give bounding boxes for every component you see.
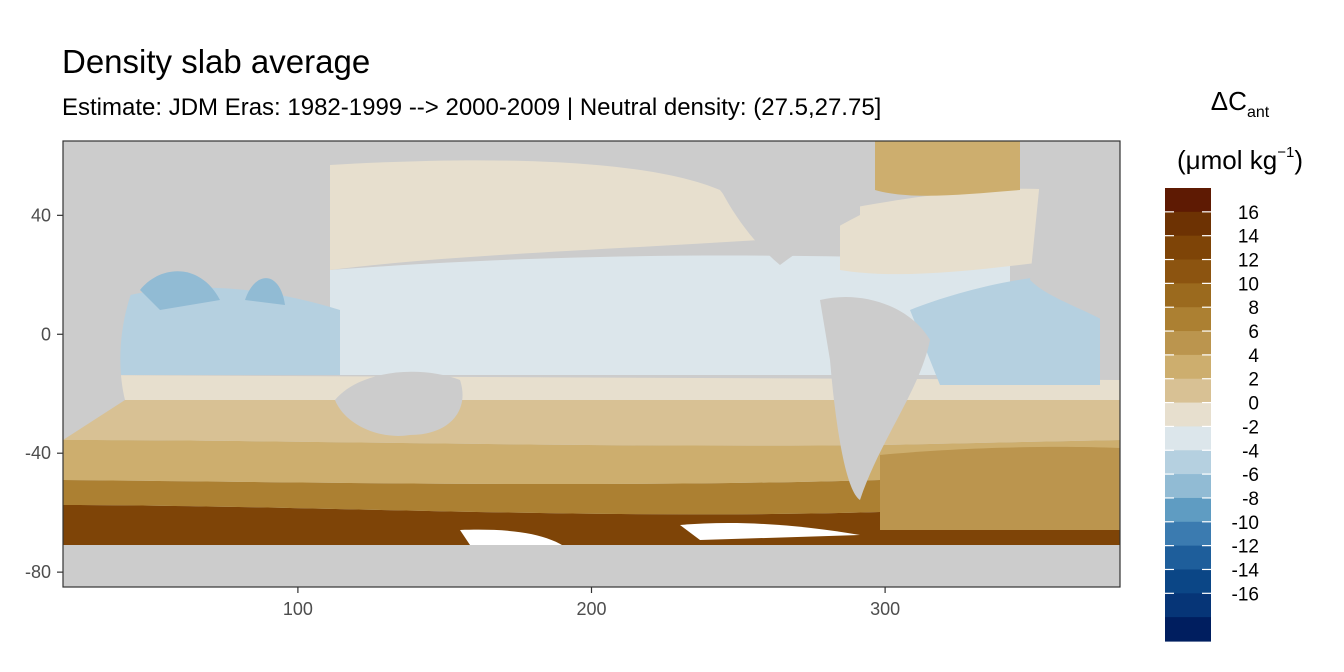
legend-color-step — [1165, 378, 1211, 404]
south-subtropical-band — [63, 395, 1120, 446]
legend-break-label: 16 — [1238, 203, 1259, 224]
legend-color-step — [1165, 497, 1211, 523]
legend-color-step — [1165, 188, 1211, 213]
legend-color-step — [1165, 617, 1211, 642]
legend-break-label: 14 — [1238, 227, 1260, 248]
north-america-land — [700, 141, 860, 265]
y-tick-label: 0 — [41, 324, 51, 344]
legend-color-step — [1165, 545, 1211, 571]
legend-break-label: -2 — [1242, 417, 1259, 438]
legend-color-step — [1165, 259, 1211, 284]
legend-break-label: 8 — [1248, 298, 1259, 319]
antarctic-ice-shelf-east — [680, 523, 860, 540]
legend-color-step — [1165, 593, 1211, 618]
x-tick-label: 200 — [576, 599, 606, 619]
legend-break-label: -12 — [1232, 537, 1259, 558]
legend-color-step — [1165, 354, 1211, 380]
legend-break-label: -16 — [1232, 584, 1259, 605]
australia-land — [335, 371, 463, 436]
legend-color-step — [1165, 283, 1211, 308]
legend-color-step — [1165, 307, 1211, 332]
legend-color-step — [1165, 569, 1211, 594]
legend-break-label: -8 — [1242, 489, 1259, 510]
legend-break-label: 12 — [1238, 251, 1259, 272]
tropical-atlantic — [910, 274, 1100, 385]
tropical-indian-ocean — [63, 287, 340, 375]
south-america-land — [820, 296, 930, 500]
legend-break-label: -10 — [1232, 513, 1259, 534]
y-tick-label: -80 — [25, 562, 51, 582]
x-tick-label: 300 — [870, 599, 900, 619]
south-atlantic — [880, 446, 1120, 530]
chart-subtitle: Estimate: JDM Eras: 1982-1999 --> 2000-2… — [62, 94, 882, 121]
ocean-field — [63, 141, 1120, 587]
legend-break-label: 0 — [1248, 394, 1259, 415]
legend-unit: (μmol kg−1) — [1177, 144, 1303, 175]
y-tick-label: -40 — [25, 443, 51, 463]
legend-color-step — [1165, 426, 1211, 451]
legend-break-label: -6 — [1242, 465, 1259, 486]
africa-land — [63, 141, 330, 440]
north-pacific — [330, 160, 760, 270]
legend-title: ΔCant — [1210, 86, 1270, 121]
legend-break-label: -14 — [1232, 560, 1260, 581]
europe-land — [1030, 160, 1120, 330]
legend-color-step — [1165, 331, 1211, 356]
legend-color-step — [1165, 235, 1211, 261]
north-atlantic — [840, 188, 1060, 275]
north-atlantic-subpolar — [875, 141, 1020, 196]
arabian-sea — [140, 271, 220, 310]
bay-of-bengal — [245, 278, 285, 305]
antarctica-land — [63, 545, 1120, 587]
legend-break-label: -4 — [1242, 441, 1259, 462]
chart-title: Density slab average — [62, 43, 371, 80]
legend-color-step — [1165, 474, 1211, 499]
legend-color-step — [1165, 402, 1211, 428]
legend-color-step — [1165, 450, 1211, 475]
legend-break-label: 10 — [1238, 274, 1259, 295]
y-tick-label: 40 — [31, 205, 51, 225]
x-tick-label: 100 — [283, 599, 313, 619]
legend-break-label: 2 — [1248, 370, 1259, 391]
legend-break-label: 4 — [1248, 346, 1259, 367]
legend-break-label: 6 — [1248, 322, 1259, 343]
legend-color-step — [1165, 521, 1211, 547]
legend-color-step — [1165, 211, 1211, 237]
